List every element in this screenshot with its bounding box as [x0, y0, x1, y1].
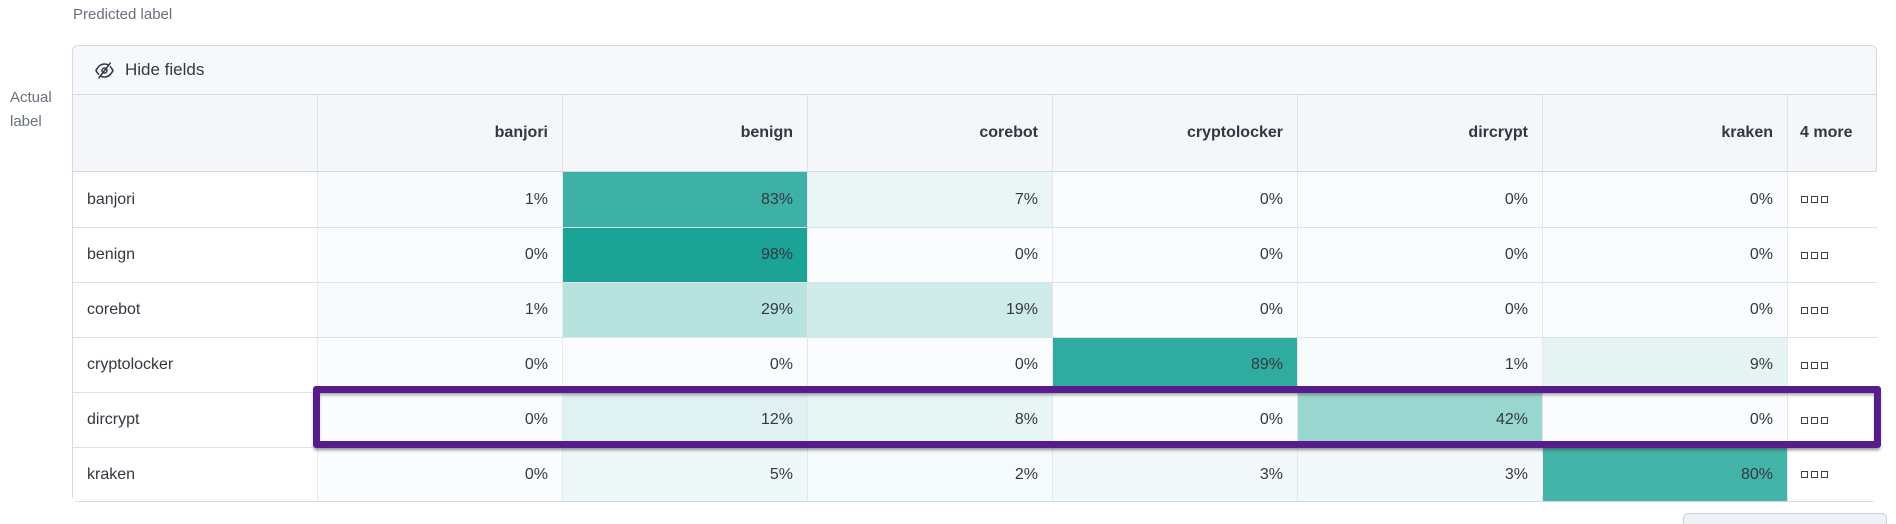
cell-banjori-cryptolocker[interactable]: 0%	[1052, 172, 1297, 227]
header-row: banjori benign corebot cryptolocker dircrypt…	[73, 95, 1876, 172]
horizontal-scrollbar[interactable]	[1683, 513, 1887, 524]
cell-cryptolocker-corebot[interactable]: 0%	[807, 338, 1052, 392]
boxes-horizontal-icon	[1801, 416, 1828, 424]
boxes-horizontal-icon	[1801, 251, 1828, 259]
row-label-kraken[interactable]: kraken	[73, 448, 317, 501]
eye-closed-icon	[95, 61, 114, 80]
hidden-cells-indicator-cryptolocker[interactable]	[1787, 338, 1878, 392]
cell-dircrypt-kraken[interactable]: 0%	[1542, 393, 1787, 447]
cell-dircrypt-cryptolocker[interactable]: 0%	[1052, 393, 1297, 447]
cell-banjori-banjori[interactable]: 1%	[317, 172, 562, 227]
cell-benign-benign[interactable]: 98%	[562, 228, 807, 282]
matrix-row-cryptolocker: cryptolocker 0% 0% 0% 89% 1% 9%	[73, 337, 1878, 392]
cell-dircrypt-benign[interactable]: 12%	[562, 393, 807, 447]
cell-dircrypt-dircrypt[interactable]: 42%	[1297, 393, 1542, 447]
boxes-horizontal-icon	[1801, 196, 1828, 203]
hidden-cells-indicator-kraken[interactable]	[1787, 448, 1878, 501]
cell-banjori-dircrypt[interactable]: 0%	[1297, 172, 1542, 227]
column-header-corebot[interactable]: corebot	[807, 95, 1052, 171]
cell-benign-dircrypt[interactable]: 0%	[1297, 228, 1542, 282]
hidden-cells-indicator-benign[interactable]	[1787, 228, 1878, 282]
header-corner-cell	[73, 95, 317, 171]
row-label-corebot[interactable]: corebot	[73, 283, 317, 337]
hide-fields-label: Hide fields	[125, 60, 205, 79]
matrix-row-dircrypt: dircrypt 0% 12% 8% 0% 42% 0%	[73, 392, 1878, 447]
actual-axis-label-line2: label	[10, 113, 42, 130]
column-header-cryptolocker[interactable]: cryptolocker	[1052, 95, 1297, 171]
cell-corebot-corebot[interactable]: 19%	[807, 283, 1052, 337]
cell-corebot-benign[interactable]: 29%	[562, 283, 807, 337]
cell-kraken-cryptolocker[interactable]: 3%	[1052, 448, 1297, 501]
cell-dircrypt-banjori[interactable]: 0%	[317, 393, 562, 447]
cell-cryptolocker-dircrypt[interactable]: 1%	[1297, 338, 1542, 392]
cell-banjori-benign[interactable]: 83%	[562, 172, 807, 227]
cell-kraken-benign[interactable]: 5%	[562, 448, 807, 501]
hidden-cells-indicator-banjori[interactable]	[1787, 172, 1878, 227]
cell-corebot-cryptolocker[interactable]: 0%	[1052, 283, 1297, 337]
cell-banjori-kraken[interactable]: 0%	[1542, 172, 1787, 227]
cell-kraken-kraken[interactable]: 80%	[1542, 448, 1787, 501]
cell-cryptolocker-banjori[interactable]: 0%	[317, 338, 562, 392]
cell-banjori-corebot[interactable]: 7%	[807, 172, 1052, 227]
cell-kraken-corebot[interactable]: 2%	[807, 448, 1052, 501]
cell-kraken-dircrypt[interactable]: 3%	[1297, 448, 1542, 501]
matrix-row-benign: benign 0% 98% 0% 0% 0% 0%	[73, 227, 1878, 282]
cell-dircrypt-corebot[interactable]: 8%	[807, 393, 1052, 447]
cell-corebot-banjori[interactable]: 1%	[317, 283, 562, 337]
cell-benign-banjori[interactable]: 0%	[317, 228, 562, 282]
boxes-horizontal-icon	[1801, 306, 1828, 314]
cell-cryptolocker-cryptolocker[interactable]: 89%	[1052, 338, 1297, 392]
hidden-columns-header[interactable]: 4 more	[1787, 95, 1878, 171]
matrix-body: banjori 1% 83% 7% 0% 0% 0% benign 0% 98% 0% 0% 0% 0% c…	[73, 172, 1878, 501]
boxes-horizontal-icon	[1801, 471, 1828, 478]
matrix-row-banjori: banjori 1% 83% 7% 0% 0% 0%	[73, 172, 1878, 227]
hidden-cells-indicator-dircrypt[interactable]	[1787, 393, 1878, 447]
cell-cryptolocker-benign[interactable]: 0%	[562, 338, 807, 392]
column-header-kraken[interactable]: kraken	[1542, 95, 1787, 171]
cell-benign-kraken[interactable]: 0%	[1542, 228, 1787, 282]
cell-benign-corebot[interactable]: 0%	[807, 228, 1052, 282]
matrix-row-corebot: corebot 1% 29% 19% 0% 0% 0%	[73, 282, 1878, 337]
cell-corebot-kraken[interactable]: 0%	[1542, 283, 1787, 337]
row-label-benign[interactable]: benign	[73, 228, 317, 282]
row-label-banjori[interactable]: banjori	[73, 172, 317, 227]
column-header-banjori[interactable]: banjori	[317, 95, 562, 171]
grid-toolbar: Hide fields	[73, 46, 1876, 95]
boxes-horizontal-icon	[1801, 361, 1828, 369]
predicted-axis-label: Predicted label	[73, 6, 173, 23]
row-label-cryptolocker[interactable]: cryptolocker	[73, 338, 317, 392]
cell-benign-cryptolocker[interactable]: 0%	[1052, 228, 1297, 282]
row-label-dircrypt[interactable]: dircrypt	[73, 393, 317, 447]
column-header-dircrypt[interactable]: dircrypt	[1297, 95, 1542, 171]
actual-axis-label: Actual label	[10, 86, 52, 134]
matrix-row-kraken: kraken 0% 5% 2% 3% 3% 80%	[73, 447, 1878, 501]
hide-fields-button[interactable]: Hide fields	[95, 60, 204, 80]
actual-axis-label-line1: Actual	[10, 89, 52, 106]
confusion-matrix-grid: Hide fields banjori benign corebot cryptolo…	[72, 45, 1878, 502]
hidden-cells-indicator-corebot[interactable]	[1787, 283, 1878, 337]
cell-corebot-dircrypt[interactable]: 0%	[1297, 283, 1542, 337]
column-header-benign[interactable]: benign	[562, 95, 807, 171]
cell-cryptolocker-kraken[interactable]: 9%	[1542, 338, 1787, 392]
cell-kraken-banjori[interactable]: 0%	[317, 448, 562, 501]
